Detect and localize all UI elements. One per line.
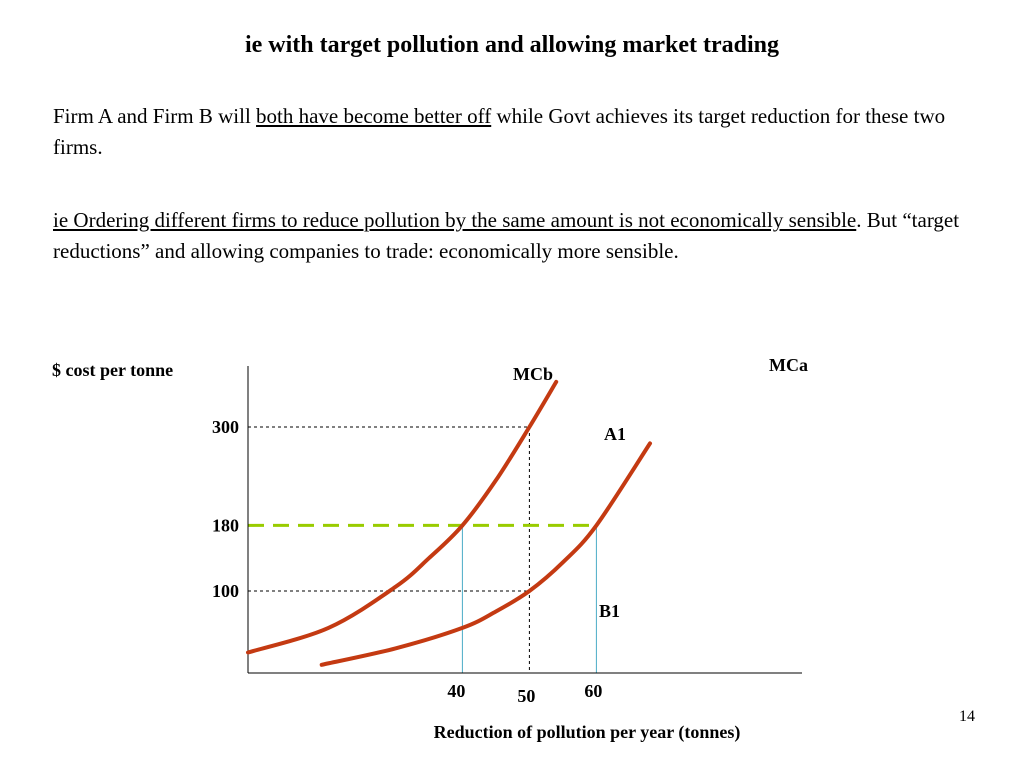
chart-labels: 300 180 100 40 50 60 $ cost per tonne Reduction… — [52, 355, 808, 743]
label-mca: MCa — [769, 355, 808, 375]
para2-underlined-text: ie Ordering different firms to reduce po… — [53, 208, 857, 232]
point-label-a1: A1 — [604, 424, 626, 444]
para1-text-before: Firm A and Firm B will — [53, 104, 257, 128]
curve-mcb — [246, 379, 559, 655]
x-tick-50: 50 — [517, 686, 535, 706]
slide-title: ie with target pollution and allowing ma… — [244, 32, 779, 58]
x-tick-60: 60 — [584, 681, 602, 701]
x-axis-title: Reduction of pollution per year (tonnes) — [434, 722, 741, 743]
y-tick-300: 300 — [212, 417, 239, 437]
label-mcb: MCb — [513, 364, 553, 384]
slide-number: 14 — [959, 708, 975, 725]
paragraph-trading-sensible: ie Ordering different firms to reduce po… — [53, 205, 973, 267]
y-axis-title: $ cost per tonne — [52, 360, 173, 380]
y-tick-100: 100 — [212, 581, 239, 601]
para1-underlined-text: both have become better off — [256, 104, 492, 128]
y-tick-180: 180 — [212, 515, 239, 535]
paragraph-better-off: Firm A and Firm B will both have become … — [53, 101, 973, 163]
chart-curves — [246, 379, 652, 667]
para1-text-after: while Govt achieves its target reduction… — [53, 104, 946, 159]
para2-text-after: . But “target reductions” and allowing c… — [53, 208, 960, 263]
chart-axes — [247, 366, 802, 674]
x-tick-40: 40 — [447, 681, 465, 701]
curve-mca — [319, 441, 652, 667]
point-label-b1: B1 — [599, 601, 620, 621]
